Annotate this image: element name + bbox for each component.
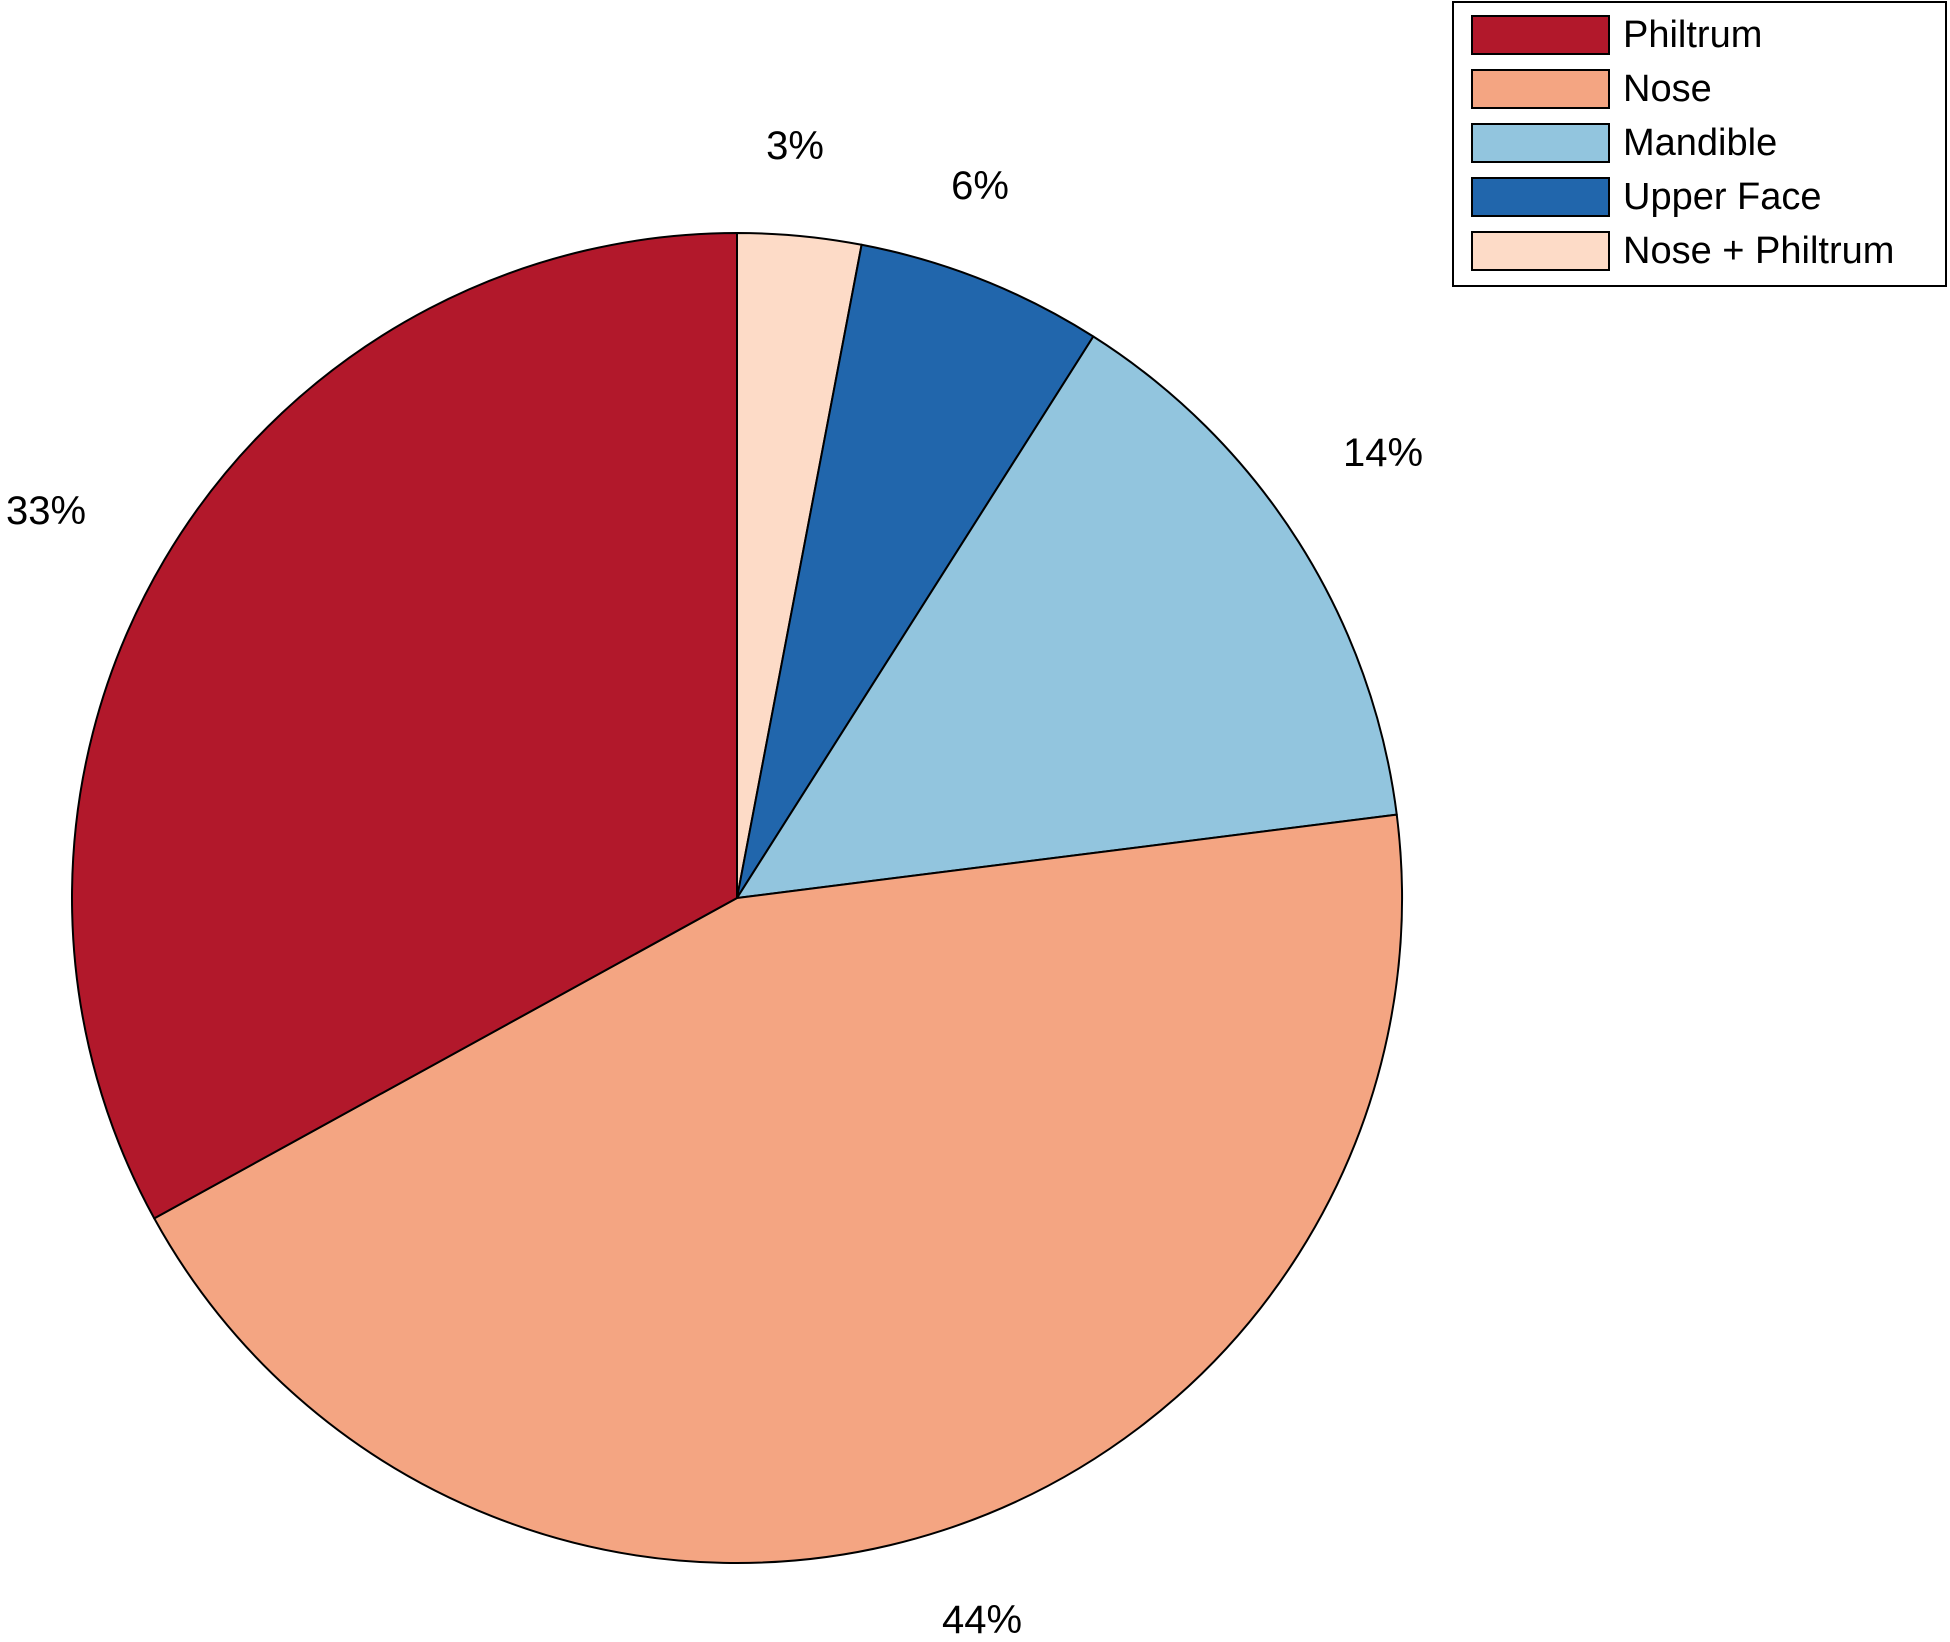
pie-slice-nose [153,813,1404,1564]
legend-label-mandible: Mandible [1623,122,1777,164]
pie-slices [71,232,1404,1564]
legend-swatch-nose [1471,69,1610,109]
legend-label-nose: Nose [1623,68,1712,110]
legend-label-nose-philtrum: Nose + Philtrum [1623,230,1894,272]
pie-slice-upper-face [736,243,1095,899]
legend-swatch-upper-face [1471,177,1610,217]
legend-swatch-mandible [1471,123,1610,163]
legend-swatch-philtrum [1471,15,1610,55]
slice-label-nose-philtrum: 3% [766,124,824,168]
slice-label-philtrum: 33% [6,489,86,533]
pie-labels: 3% 6% 14% 44% 33% [6,124,1423,1642]
legend-label-upper-face: Upper Face [1623,176,1822,218]
pie-slice-philtrum [71,232,738,1220]
legend-swatch-nose-philtrum [1471,231,1610,271]
pie-slice-mandible [736,335,1398,899]
legend-label-philtrum: Philtrum [1623,14,1762,56]
legend: Philtrum Nose Mandible Upper Face Nose + Phi… [1452,1,1947,287]
slice-label-nose: 44% [942,1598,1022,1642]
slice-label-mandible: 14% [1343,431,1423,475]
slice-label-upper-face: 6% [951,164,1009,208]
